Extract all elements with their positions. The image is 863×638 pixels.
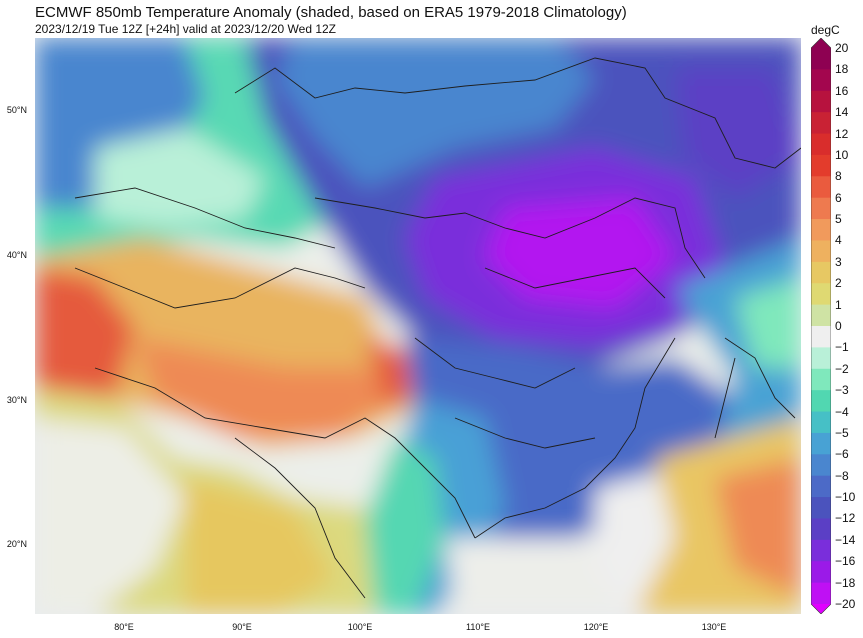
colorbar-segment xyxy=(811,561,831,584)
colorbar-segment xyxy=(811,454,831,477)
lon-label-110: 110°E xyxy=(466,622,490,632)
colorbar-segment xyxy=(811,326,831,348)
colorbar-tick-label: 16 xyxy=(835,83,849,98)
colorbar-top-arrow xyxy=(811,38,831,48)
colorbar-tick-label: 20 xyxy=(835,41,849,55)
colorbar-segment xyxy=(811,304,831,327)
colorbar-segment xyxy=(811,69,831,92)
colorbar-tick-label: 2 xyxy=(835,276,842,291)
colorbar-segment xyxy=(811,411,831,434)
colorbar-segment xyxy=(811,154,831,177)
colorbar-tick-label: −20 xyxy=(835,597,856,611)
colorbar-segment xyxy=(811,539,831,562)
colorbar-tick-label: 6 xyxy=(835,190,842,205)
anomaly-shading xyxy=(35,38,801,614)
anomaly-map-svg xyxy=(35,38,801,614)
colorbar-tick-label: −8 xyxy=(835,468,849,483)
colorbar-segment xyxy=(811,90,831,113)
lat-label-40: 40°N xyxy=(6,250,27,260)
lat-label-30: 30°N xyxy=(6,395,27,405)
colorbar-segment xyxy=(811,112,831,135)
colorbar-bottom-arrow xyxy=(811,604,831,614)
colorbar-segment xyxy=(811,497,831,519)
lat-label-50: 50°N xyxy=(6,105,27,115)
colorbar-segment xyxy=(811,176,831,199)
colorbar-tick-label: 18 xyxy=(835,62,849,77)
colorbar-segment xyxy=(811,133,831,156)
colorbar-tick-label: −4 xyxy=(835,404,849,419)
colorbar-segment xyxy=(811,261,831,284)
colorbar-tick-label: −10 xyxy=(835,490,856,505)
colorbar-tick-label: 3 xyxy=(835,254,842,269)
colorbar-tick-label: −1 xyxy=(835,340,849,355)
lon-label-130: 130°E xyxy=(701,622,727,632)
colorbar-unit: degC xyxy=(811,23,840,37)
colorbar-tick-label: 14 xyxy=(835,105,849,120)
colorbar-segment xyxy=(811,219,831,241)
colorbar-tick-label: −3 xyxy=(835,383,849,398)
colorbar-tick-label: −6 xyxy=(835,447,849,462)
colorbar-tick-label: −16 xyxy=(835,554,856,569)
colorbar-segment xyxy=(811,283,831,306)
lon-label-80: 80°E xyxy=(114,622,134,632)
colorbar-segment xyxy=(811,347,831,370)
lon-label-90: 90°E xyxy=(232,622,252,632)
map-subtitle: 2023/12/19 Tue 12Z [+24h] valid at 2023/… xyxy=(35,22,337,36)
colorbar-tick-label: 1 xyxy=(835,297,842,312)
colorbar-tick-label: −18 xyxy=(835,575,856,590)
colorbar-tick-label: 0 xyxy=(835,319,842,333)
colorbar-segment xyxy=(811,390,831,413)
colorbar-tick-label: 10 xyxy=(835,147,849,162)
colorbar-segment xyxy=(811,240,831,263)
colorbar-tick-label: −12 xyxy=(835,511,856,526)
colorbar-tick-label: 4 xyxy=(835,233,842,248)
colorbar-segment xyxy=(811,475,831,498)
colorbar xyxy=(811,38,831,614)
lon-label-100: 100°E xyxy=(347,622,373,632)
colorbar-segment xyxy=(811,368,831,391)
map-title: ECMWF 850mb Temperature Anomaly (shaded,… xyxy=(35,4,627,21)
colorbar-segment xyxy=(811,197,831,220)
colorbar-tick-label: 8 xyxy=(835,169,842,184)
lat-label-20: 20°N xyxy=(6,539,27,549)
colorbar-tick-label: 5 xyxy=(835,212,842,227)
colorbar-segment xyxy=(811,48,831,70)
colorbar-tick-label: −14 xyxy=(835,532,856,547)
colorbar-segment xyxy=(811,582,831,605)
colorbar-tick-label: 12 xyxy=(835,126,849,141)
colorbar-tick-label: −5 xyxy=(835,425,849,440)
colorbar-segment xyxy=(811,518,831,541)
lon-label-120: 120°E xyxy=(583,622,609,632)
country-borders xyxy=(74,57,801,599)
colorbar-segment xyxy=(811,432,831,455)
colorbar-tick-label: −2 xyxy=(835,361,849,376)
anomaly-map xyxy=(35,38,801,614)
